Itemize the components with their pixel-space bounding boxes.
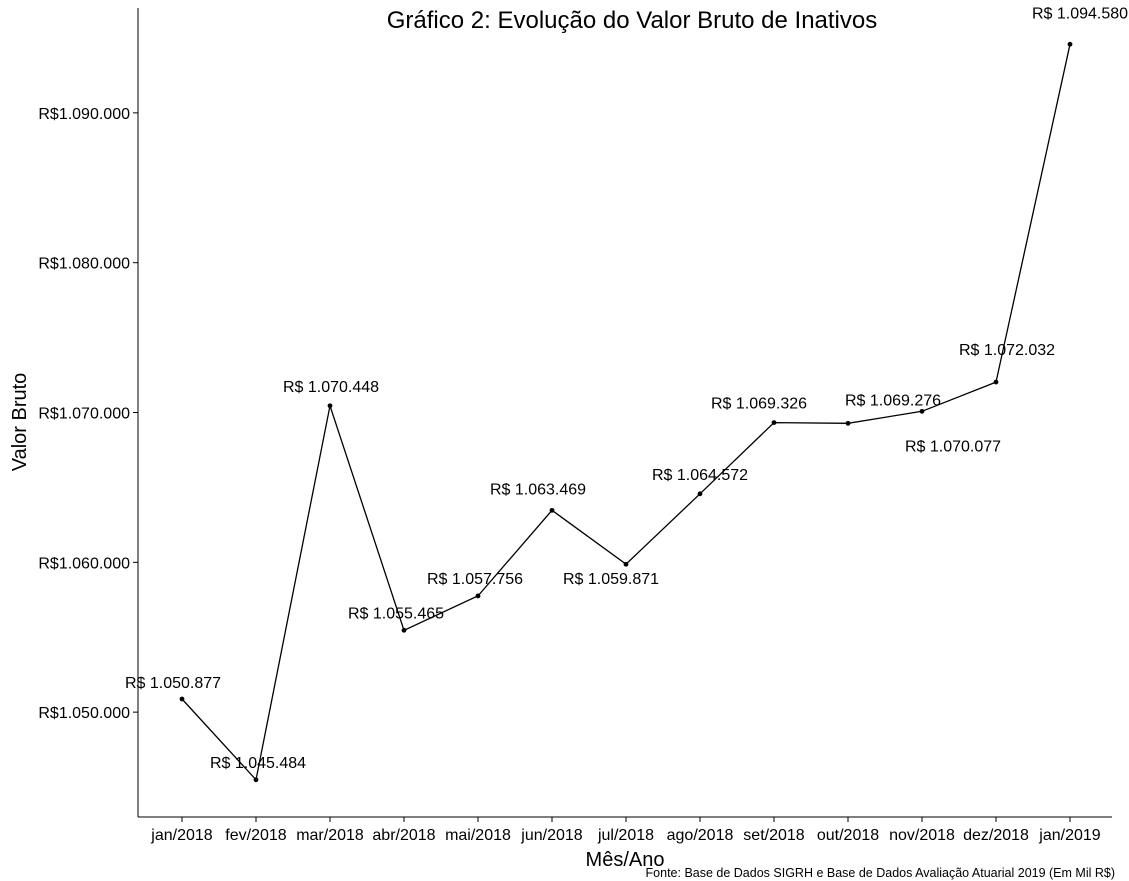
x-tick-label: mai/2018	[445, 827, 511, 844]
x-tick-label: nov/2018	[889, 827, 955, 844]
data-point	[253, 777, 259, 783]
data-point	[179, 696, 185, 702]
x-tick-label: jan/2019	[1038, 827, 1100, 844]
data-label: R$ 1.069.326	[711, 396, 807, 413]
y-tick-label: R$1.070.000	[38, 406, 130, 423]
y-axis-title: Valor Bruto	[9, 373, 31, 472]
data-label: R$ 1.050.877	[125, 675, 221, 692]
y-tick-label: R$1.080.000	[38, 256, 130, 273]
data-point	[401, 627, 407, 633]
x-tick-label: jul/2018	[597, 827, 654, 844]
chart-caption: Fonte: Base de Dados SIGRH e Base de Dad…	[646, 866, 1115, 880]
y-axis-ticks: R$1.050.000 R$1.060.000 R$1.070.000 R$1.080…	[38, 106, 138, 722]
series-line	[181, 44, 1071, 782]
data-point	[919, 408, 925, 414]
x-tick-label: jun/2018	[520, 827, 582, 844]
data-label: R$ 1.045.484	[210, 755, 306, 772]
x-axis-ticks: jan/2018 fev/2018 mar/2018 abr/2018 mai/2018…	[150, 817, 1101, 844]
x-axis-title: Mês/Ano	[586, 849, 665, 871]
data-label: R$ 1.059.871	[563, 571, 659, 588]
y-tick-label: R$1.060.000	[38, 555, 130, 572]
x-tick-label: dez/2018	[963, 827, 1029, 844]
data-point	[771, 420, 777, 425]
data-label: R$ 1.055.465	[348, 605, 444, 622]
data-label: R$ 1.057.756	[427, 571, 523, 588]
data-label: R$ 1.070.448	[283, 379, 379, 396]
x-tick-label: mar/2018	[296, 827, 364, 844]
data-point	[845, 420, 851, 426]
x-tick-label: ago/2018	[667, 827, 734, 844]
x-tick-label: out/2018	[817, 827, 879, 844]
data-point	[697, 491, 703, 497]
y-tick-label: R$1.090.000	[38, 106, 130, 123]
data-point	[993, 379, 999, 385]
x-tick-label: fev/2018	[225, 827, 286, 844]
x-tick-label: abr/2018	[372, 827, 435, 844]
data-point	[623, 561, 629, 567]
data-label: R$ 1.069.276	[845, 392, 941, 409]
data-label: R$ 1.072.032	[959, 342, 1055, 359]
y-tick-label: R$1.050.000	[38, 705, 130, 722]
data-label: R$ 1.064.572	[652, 467, 748, 484]
x-tick-label: set/2018	[743, 827, 804, 844]
data-point	[475, 593, 481, 599]
data-label: R$ 1.070.077	[905, 438, 1001, 455]
series-group	[179, 41, 1073, 783]
data-point	[1067, 41, 1073, 47]
data-label: R$ 1.063.469	[490, 481, 586, 498]
data-point	[327, 403, 333, 409]
x-tick-label: jan/2018	[150, 827, 212, 844]
data-labels-group: R$ 1.050.877 R$ 1.045.484 R$ 1.070.448 R$ 1…	[125, 5, 1128, 772]
data-label: R$ 1.094.580	[1032, 5, 1128, 22]
chart-title: Gráfico 2: Evolução do Valor Bruto de In…	[387, 7, 878, 34]
data-point	[549, 507, 555, 513]
